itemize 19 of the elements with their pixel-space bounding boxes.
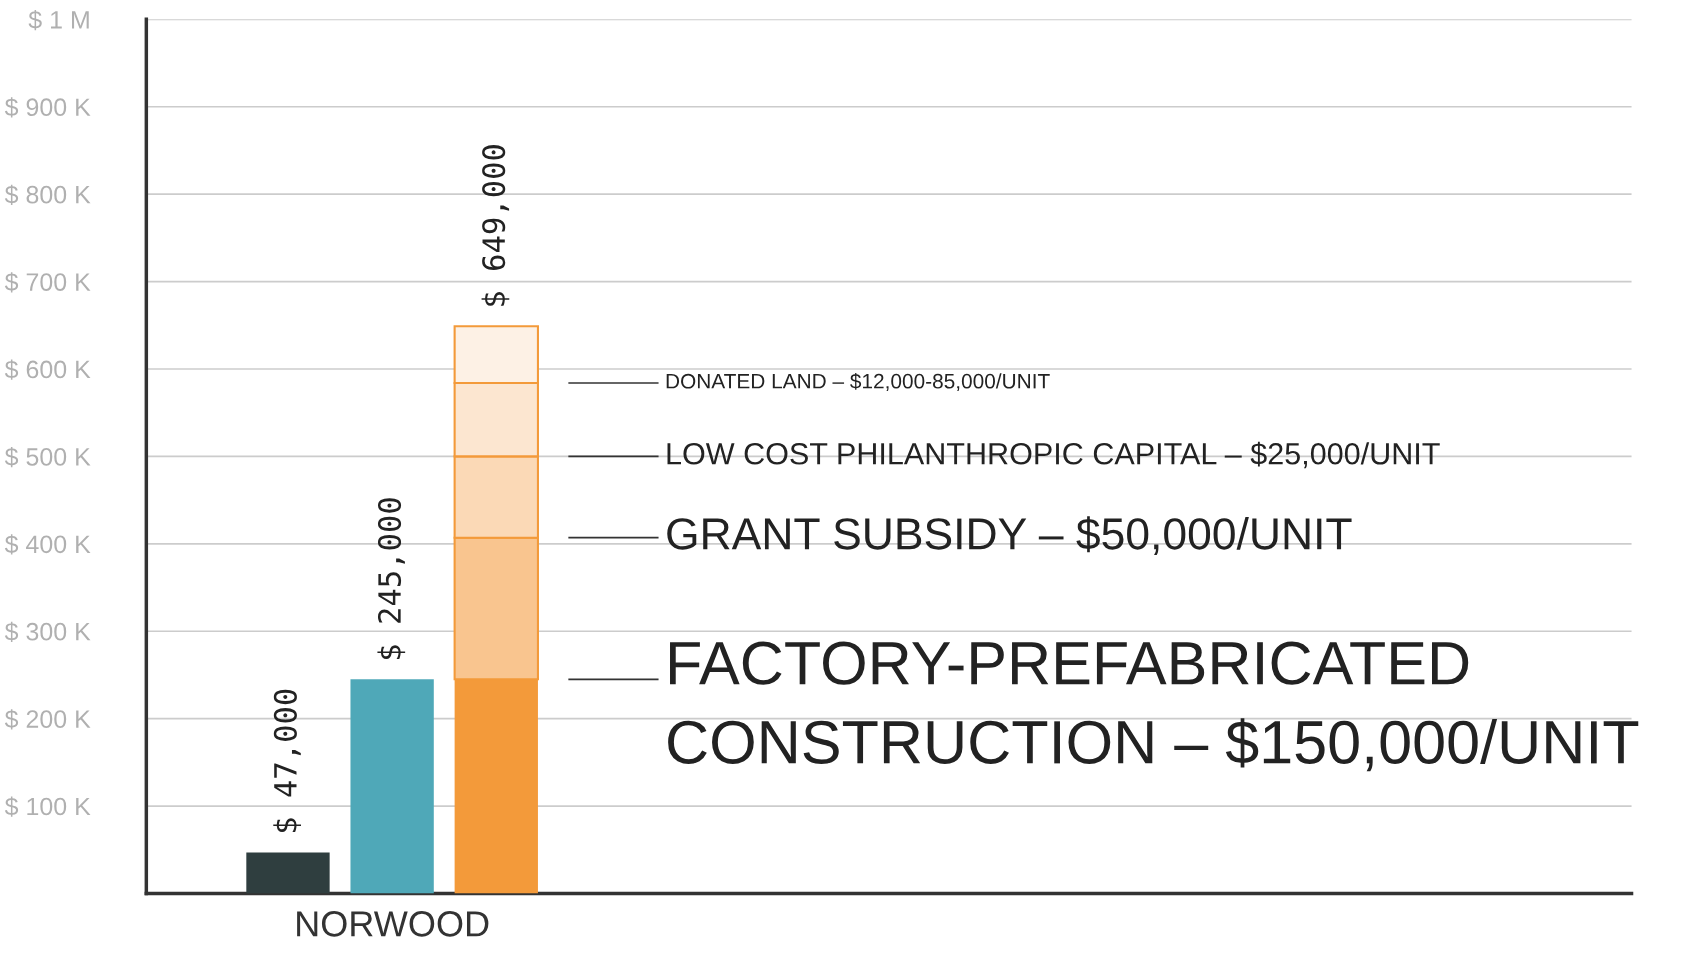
text: FACTORY-PREFABRICATED CONSTRUCTION – $150,000/UNIT bbox=[668, 641, 1639, 772]
y-tick-label: $ 900 K bbox=[4, 97, 91, 118]
total-label: $ 649,000 bbox=[481, 145, 510, 306]
y-tick-label: $ 700 K bbox=[4, 272, 91, 293]
y-tick-label: $ 1 M bbox=[28, 9, 89, 31]
text: LOW COST PHILANTHROPIC CAPITAL – $25,000/UNIT bbox=[667, 441, 1440, 469]
total-label: $ 245,000 bbox=[377, 498, 406, 659]
bar bbox=[350, 679, 434, 894]
y-tick-label: $ 800 K bbox=[4, 184, 91, 205]
text: GRANT SUBSIDY – $50,000/UNIT bbox=[667, 516, 1352, 555]
total-label: $ 47,000 bbox=[273, 689, 301, 833]
y-tick-label: $ 300 K bbox=[4, 621, 91, 643]
y-tick-label: $ 500 K bbox=[4, 446, 91, 468]
x-tick-label: NORWOOD bbox=[297, 911, 489, 937]
text: DONATED LAND – $12,000-85,000/UNIT bbox=[666, 372, 1050, 392]
y-tick-label: $ 600 K bbox=[4, 359, 91, 380]
y-tick-label: $ 200 K bbox=[4, 709, 91, 730]
y-tick-label: $ 400 K bbox=[4, 534, 91, 555]
y-tick-label: $ 100 K bbox=[4, 796, 91, 817]
